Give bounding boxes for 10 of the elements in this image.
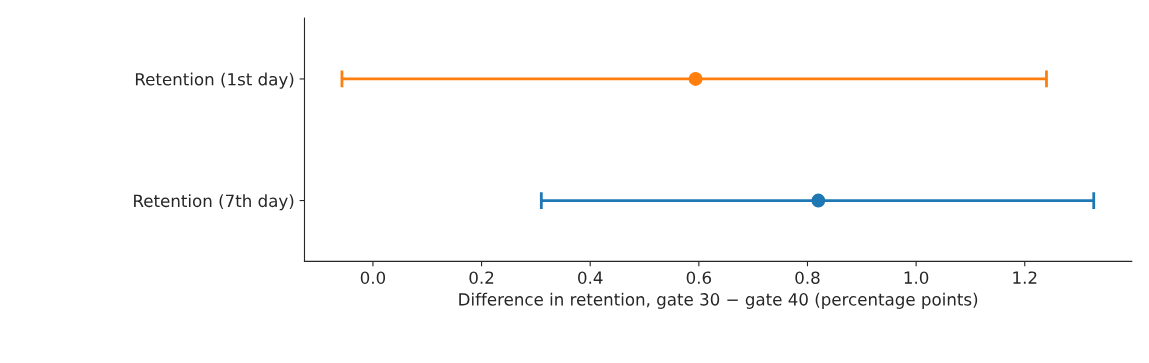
x-tick-label: 0.0 xyxy=(360,271,386,284)
x-tick-label: 0.2 xyxy=(469,271,494,284)
x-tick-label: 1.2 xyxy=(1013,271,1037,284)
x-axis-title: Difference in retention, gate 30 − gate 40 (percentage points) xyxy=(459,292,978,309)
x-tick-label: 1.0 xyxy=(904,271,929,284)
x-tick-label: 0.4 xyxy=(578,271,603,284)
x-tick-label: 0.8 xyxy=(795,271,820,284)
y-tick-label: Retention (1st day) xyxy=(135,72,294,89)
y-tick-label: Retention (7th day) xyxy=(134,194,294,211)
x-tick-label: 0.6 xyxy=(686,271,712,284)
